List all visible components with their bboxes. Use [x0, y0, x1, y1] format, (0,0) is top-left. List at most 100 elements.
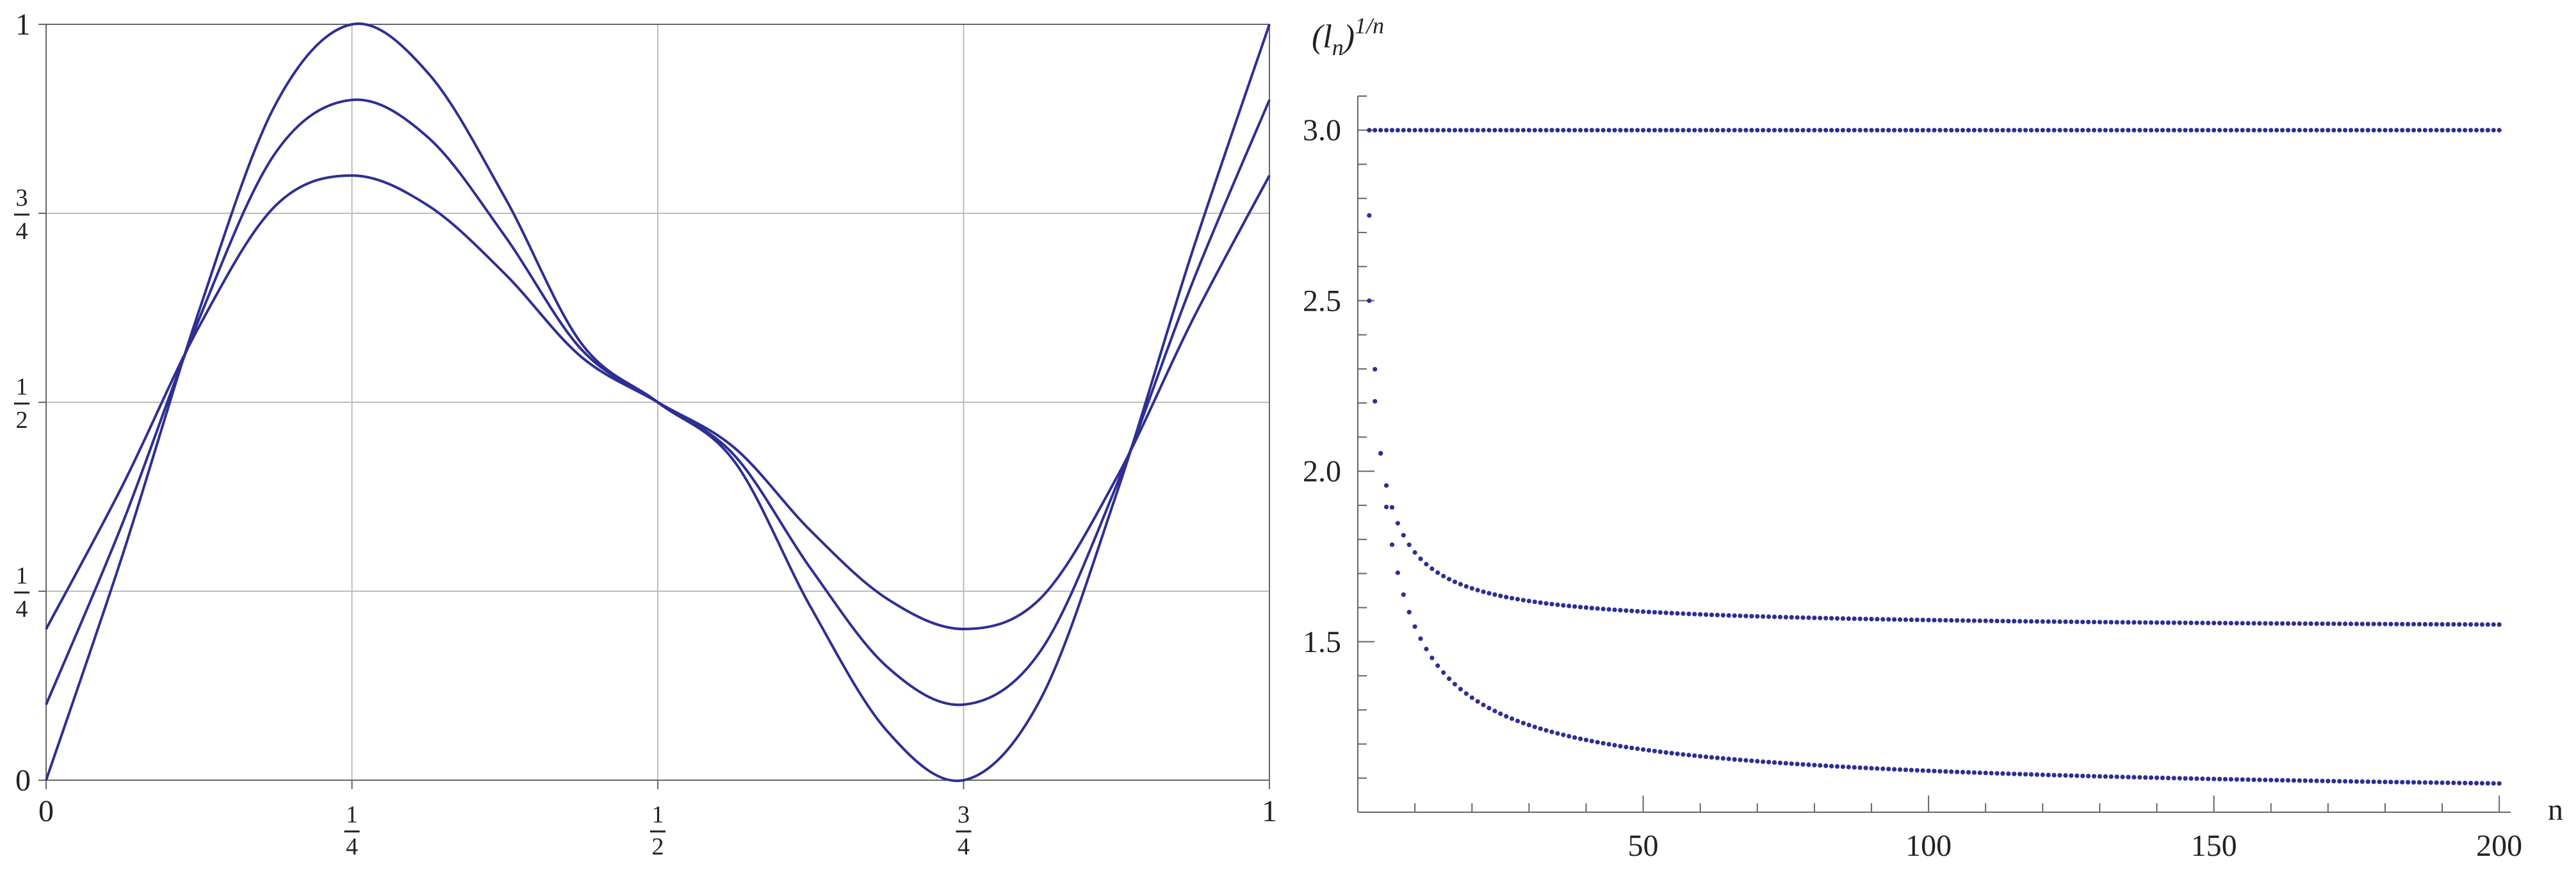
scatter-point-series-2	[2075, 619, 2080, 625]
scatter-point-series-1	[2177, 127, 2182, 133]
scatter-point-series-3	[2097, 774, 2103, 779]
scatter-point-series-3	[1789, 761, 1794, 766]
scatter-point-series-1	[1658, 127, 1663, 133]
scatter-point-series-1	[2377, 127, 2382, 133]
scatter-point-series-1	[1435, 127, 1440, 133]
scatter-point-series-3	[2445, 780, 2450, 785]
scatter-point-series-2	[2474, 622, 2479, 627]
x-tick-label: 150	[2191, 829, 2237, 863]
scatter-point-series-3	[2177, 776, 2182, 781]
scatter-point-series-3	[2246, 777, 2251, 782]
scatter-point-series-2	[2303, 621, 2308, 626]
scatter-point-series-2	[1943, 617, 1948, 623]
scatter-point-series-3	[1618, 744, 1623, 749]
scatter-point-series-1	[2348, 127, 2354, 133]
scatter-point-series-2	[1406, 542, 1412, 548]
scatter-point-series-2	[1846, 616, 1851, 621]
scatter-point-series-1	[2394, 127, 2399, 133]
scatter-point-series-2	[2342, 621, 2348, 626]
scatter-point-series-3	[1509, 716, 1515, 721]
scatter-point-series-3	[1572, 735, 1577, 740]
scatter-point-series-2	[2497, 622, 2502, 627]
y-tick-numerator: 3	[16, 184, 28, 211]
scatter-point-series-1	[1869, 127, 1874, 133]
scatter-point-series-1	[2120, 127, 2125, 133]
scatter-point-series-1	[2451, 127, 2456, 133]
scatter-point-series-1	[1378, 127, 1383, 133]
scatter-point-series-3	[2154, 775, 2160, 780]
scatter-point-series-3	[2028, 772, 2034, 777]
scatter-point-series-1	[1481, 127, 1486, 133]
scatter-point-series-1	[1589, 127, 1594, 133]
scatter-point-series-3	[1755, 758, 1760, 764]
scatter-point-series-3	[1720, 756, 1725, 761]
scatter-point-series-2	[2149, 620, 2154, 625]
scatter-point-series-1	[1743, 127, 1749, 133]
scatter-point-series-3	[1475, 699, 1480, 704]
scatter-point-series-3	[1487, 705, 1492, 710]
scatter-point-series-3	[2348, 779, 2354, 784]
scatter-point-series-1	[2354, 127, 2360, 133]
scatter-point-series-3	[2103, 774, 2108, 779]
scatter-point-series-1	[2222, 127, 2228, 133]
scatter-point-series-1	[1920, 127, 1925, 133]
scatter-point-series-2	[2200, 620, 2205, 626]
scatter-point-series-3	[1658, 749, 1663, 755]
scatter-point-series-2	[1635, 609, 1640, 614]
scatter-point-series-2	[1652, 610, 1657, 615]
scatter-point-series-1	[1955, 127, 1960, 133]
scatter-point-series-2	[2360, 621, 2365, 626]
series-curve-3	[45, 174, 1271, 631]
scatter-point-series-3	[1406, 610, 1412, 615]
scatter-point-series-3	[2422, 780, 2427, 785]
scatter-point-series-1	[1949, 127, 1954, 133]
scatter-point-series-2	[1806, 615, 1811, 620]
scatter-point-series-1	[2234, 127, 2239, 133]
scatter-point-series-3	[2240, 777, 2245, 782]
scatter-point-series-3	[2314, 778, 2319, 783]
scatter-point-series-2	[2012, 619, 2017, 624]
scatter-point-series-3	[2394, 780, 2399, 785]
scatter-point-series-2	[1989, 618, 1994, 623]
scatter-point-series-3	[1646, 748, 1652, 753]
scatter-point-series-3	[2308, 778, 2313, 783]
scatter-point-series-2	[2183, 620, 2188, 625]
scatter-point-series-3	[2023, 772, 2028, 777]
scatter-point-series-3	[1806, 762, 1811, 767]
y-axis-title-base: (l	[1312, 19, 1332, 55]
scatter-point-series-2	[1515, 596, 1520, 601]
y-tick-label: 0	[15, 764, 31, 797]
scatter-point-series-3	[2434, 780, 2439, 785]
scatter-point-series-3	[2057, 773, 2062, 778]
x-tick-numerator: 1	[652, 801, 664, 828]
scatter-point-series-1	[2194, 127, 2199, 133]
scatter-point-series-1	[2479, 127, 2485, 133]
scatter-point-series-3	[1441, 670, 1446, 675]
scatter-point-series-2	[1412, 550, 1417, 555]
scatter-point-series-2	[2354, 621, 2360, 626]
scatter-point-series-2	[2326, 621, 2331, 626]
scatter-point-series-1	[1823, 127, 1829, 133]
y-tick-label: 2.5	[1303, 284, 1341, 318]
scatter-point-series-1	[2228, 127, 2233, 133]
scatter-point-series-3	[1383, 504, 1389, 510]
scatter-point-series-2	[1492, 592, 1497, 597]
scatter-point-series-3	[2463, 780, 2468, 786]
y-axis-title-close: )	[1342, 19, 1355, 55]
scatter-point-series-2	[1783, 614, 1788, 620]
scatter-point-series-1	[1681, 127, 1686, 133]
scatter-point-series-3	[2297, 778, 2302, 783]
scatter-point-series-3	[1732, 756, 1737, 762]
scatter-point-series-1	[1852, 127, 1857, 133]
scatter-point-series-1	[1720, 127, 1725, 133]
scatter-point-series-2	[2034, 619, 2039, 624]
scatter-point-series-2	[1715, 612, 1720, 617]
scatter-point-series-1	[1395, 127, 1400, 133]
scatter-point-series-1	[1458, 127, 1463, 133]
scatter-point-series-1	[1880, 127, 1886, 133]
y-axis-title-exponent: 1/n	[1355, 13, 1384, 38]
scatter-point-series-2	[2417, 621, 2422, 627]
scatter-point-series-1	[2251, 127, 2256, 133]
scatter-point-series-1	[2440, 127, 2445, 133]
scatter-point-series-2	[1509, 596, 1515, 601]
